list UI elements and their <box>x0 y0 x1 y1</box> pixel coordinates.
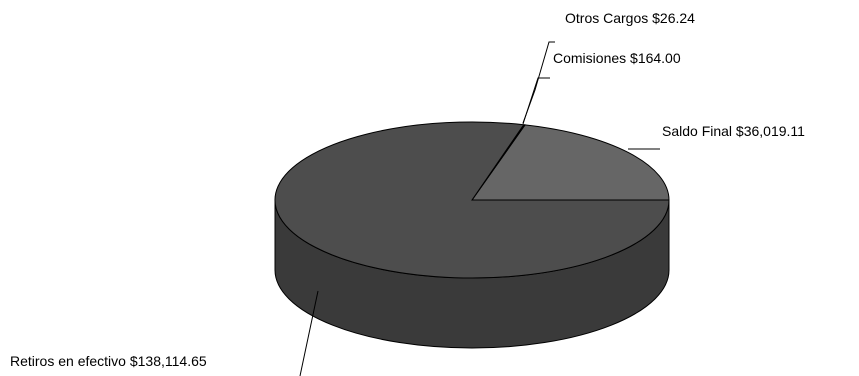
leader-retiros-en-efectivo <box>299 290 319 376</box>
label-comisiones: Comisiones $164.00 <box>553 50 681 66</box>
label-saldo-final: Saldo Final $36,019.11 <box>662 123 805 139</box>
label-otros-cargos: Otros Cargos $26.24 <box>565 10 695 26</box>
label-retiros-en-efectivo: Retiros en efectivo $138,114.65 <box>10 353 207 369</box>
leader-comisiones <box>522 77 550 125</box>
pie-slice-saldo-final <box>471 124 670 201</box>
pie-slice-retiros-en-efectivo <box>274 121 670 279</box>
